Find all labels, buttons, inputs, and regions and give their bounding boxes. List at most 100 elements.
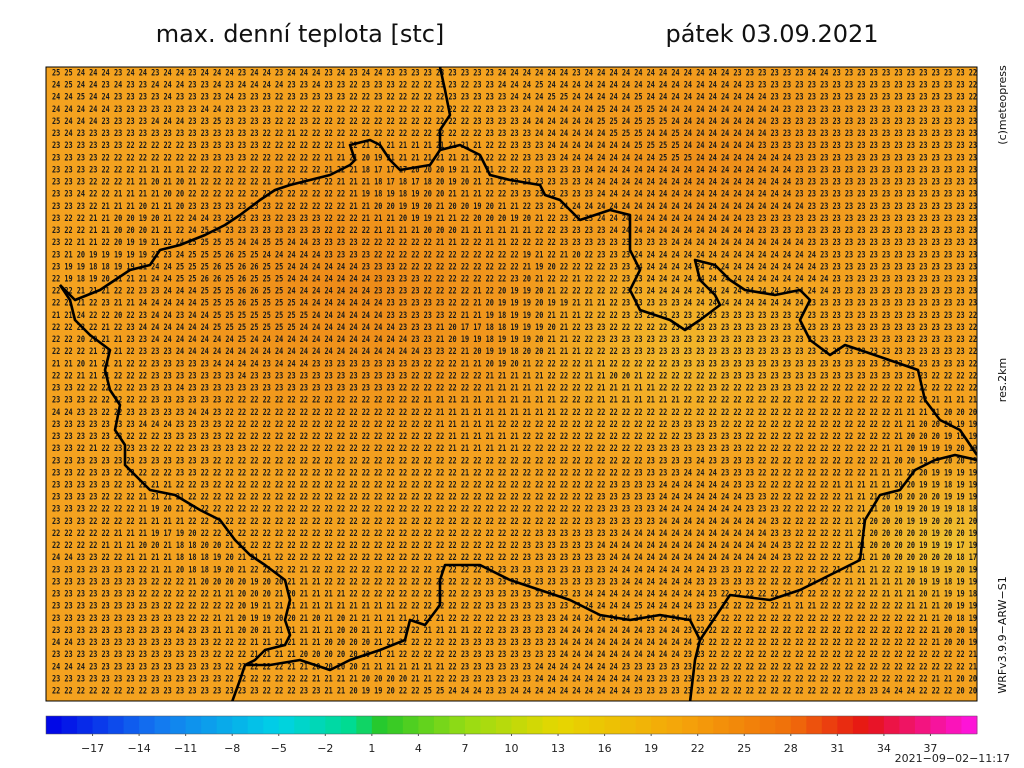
colorbar-swatch (77, 716, 94, 734)
value-row: 23 23 23 22 22 22 22 21 19 20 21 21 22 2… (52, 505, 977, 515)
value-row: 23 23 23 23 23 23 23 23 23 22 22 22 22 2… (52, 602, 977, 612)
value-row: 23 23 22 22 22 22 22 23 23 23 24 23 23 2… (52, 384, 977, 394)
colorbar-swatch (868, 716, 885, 734)
borders (58, 67, 977, 701)
value-row: 24 24 24 24 24 23 23 23 23 23 23 23 24 2… (52, 105, 977, 115)
colorbar-swatch (914, 716, 931, 734)
value-row: 23 23 23 23 22 22 22 22 22 22 22 22 23 2… (52, 153, 977, 163)
value-row: 23 23 23 23 23 23 23 22 21 21 20 18 18 1… (52, 565, 977, 575)
colorbar-swatch (589, 716, 606, 734)
colorbar-swatch (340, 716, 357, 734)
colorbar-swatch (511, 716, 528, 734)
colorbar-swatch (697, 716, 714, 734)
value-row: 24 24 24 23 23 23 23 23 23 23 23 23 23 2… (52, 662, 977, 672)
colorbar-label: 7 (461, 742, 468, 755)
timestamp: 2021−09−02−11:17 (895, 752, 1010, 765)
colorbar-swatch (418, 716, 435, 734)
colorbar-label: 1 (368, 742, 375, 755)
colorbar-swatch (604, 716, 621, 734)
colorbar-swatch (682, 716, 699, 734)
colorbar-swatch (930, 716, 947, 734)
value-row: 23 23 23 23 23 23 23 22 22 22 22 22 22 2… (52, 590, 977, 600)
colorbar-swatch (294, 716, 311, 734)
colorbar-label: −5 (271, 742, 287, 755)
colorbar-swatch (46, 716, 63, 734)
value-row: 23 22 22 21 21 20 20 19 20 21 22 24 24 2… (52, 214, 977, 224)
colorbar-swatch (449, 716, 466, 734)
value-row: 23 23 23 23 23 23 23 23 23 23 23 23 23 2… (52, 456, 977, 466)
colorbar-label: 4 (415, 742, 422, 755)
value-row: 24 24 25 24 24 23 23 23 23 24 23 23 23 2… (52, 93, 977, 103)
value-row: 23 23 22 21 22 23 23 23 22 22 22 23 23 2… (52, 444, 977, 454)
value-row: 23 23 23 23 22 22 22 21 21 21 21 22 22 2… (52, 165, 977, 175)
colorbar-swatch (573, 716, 590, 734)
colorbar-label: 25 (737, 742, 751, 755)
value-row: 23 23 24 22 22 21 21 21 21 20 20 22 22 2… (52, 190, 977, 200)
colorbar-label: −14 (127, 742, 150, 755)
value-grid: 25 25 24 24 24 23 24 24 23 24 24 23 24 2… (52, 69, 977, 697)
map-shading (46, 67, 977, 701)
colorbar-swatch (666, 716, 683, 734)
colorbar-swatch (790, 716, 807, 734)
colorbar-swatch (806, 716, 823, 734)
colorbar-label: −17 (81, 742, 104, 755)
model-name: WRFv3.9.9−ARW−S1 (996, 576, 1009, 693)
colorbar-swatch (92, 716, 109, 734)
colorbar-label: 22 (691, 742, 705, 755)
colorbar-label: 16 (598, 742, 612, 755)
value-row: 22 19 18 19 20 21 21 21 24 24 25 25 26 2… (52, 275, 977, 285)
colorbar-label: 28 (784, 742, 798, 755)
colorbar-label: 34 (877, 742, 891, 755)
colorbar-swatch (620, 716, 637, 734)
colorbar-swatch (899, 716, 916, 734)
colorbar-swatch (837, 716, 854, 734)
colorbar-swatch (542, 716, 559, 734)
value-row: 21 21 24 22 22 20 22 23 24 24 23 24 24 2… (52, 311, 977, 321)
colorbar-swatch (464, 716, 481, 734)
title: max. denní teplota [stc] (156, 20, 445, 48)
colorbar-label: 13 (551, 742, 565, 755)
value-row: 23 21 20 19 19 19 19 19 21 23 24 25 25 2… (52, 250, 977, 260)
value-row: 24 25 24 24 23 24 23 23 24 24 24 23 23 2… (52, 81, 977, 91)
colorbar-swatch (61, 716, 78, 734)
colorbar-label: −2 (317, 742, 333, 755)
value-row: 23 23 22 23 23 22 22 22 22 22 23 23 22 2… (52, 468, 977, 478)
colorbar-swatch (961, 716, 978, 734)
map: 25 25 24 24 24 23 24 24 23 24 24 23 24 2… (46, 67, 977, 701)
colorbar-swatch (371, 716, 388, 734)
value-row: 23 23 23 23 23 23 23 23 23 23 23 22 22 2… (52, 614, 977, 624)
colorbar-label: 37 (923, 742, 937, 755)
value-row: 22 22 20 20 21 21 23 23 24 24 24 24 24 2… (52, 335, 977, 345)
value-row: 23 23 23 22 21 21 21 20 21 21 20 23 23 2… (52, 202, 977, 212)
border-line (438, 67, 977, 456)
value-row: 23 23 23 23 23 22 23 22 21 21 22 22 23 2… (52, 481, 977, 491)
colorbar-label: 31 (830, 742, 844, 755)
colorbar-label: −8 (224, 742, 240, 755)
colorbar-swatch (216, 716, 233, 734)
value-row: 22 21 21 22 23 21 21 24 24 24 24 24 25 2… (52, 299, 977, 309)
value-row: 22 22 21 21 21 22 22 22 23 23 23 23 23 2… (52, 371, 977, 381)
colorbar-swatch (728, 716, 745, 734)
value-row: 22 22 22 22 22 22 22 22 23 23 23 23 23 2… (52, 687, 977, 697)
value-row: 23 23 23 23 23 23 22 22 22 23 23 23 23 2… (52, 432, 977, 442)
value-row: 23 24 23 23 23 23 23 23 23 23 23 23 23 2… (52, 129, 977, 139)
colorbar-swatch (356, 716, 373, 734)
colorbar-swatch (201, 716, 218, 734)
value-row: 22 22 22 22 21 22 23 24 24 24 24 24 24 2… (52, 323, 977, 333)
colorbar-swatch (852, 716, 869, 734)
value-row: 23 23 23 23 23 23 23 23 23 23 24 23 23 2… (52, 626, 977, 636)
colorbar-swatch (635, 716, 652, 734)
value-row: 25 24 24 24 23 23 23 23 24 24 24 23 23 2… (52, 117, 977, 127)
colorbar-swatch (651, 716, 668, 734)
border-line (698, 453, 977, 641)
colorbar-swatch (775, 716, 792, 734)
colorbar-swatch (883, 716, 900, 734)
colorbar-swatch (170, 716, 187, 734)
colorbar-swatch (744, 716, 761, 734)
colorbar-swatch (309, 716, 326, 734)
value-row: 22 22 22 22 22 21 21 21 19 17 19 20 22 2… (52, 529, 977, 539)
date: pátek 03.09.2021 (665, 20, 878, 48)
value-row: 23 23 23 23 23 23 23 24 24 24 23 23 23 2… (52, 420, 977, 430)
colorbar-swatch (759, 716, 776, 734)
colorbar-swatch (527, 716, 544, 734)
